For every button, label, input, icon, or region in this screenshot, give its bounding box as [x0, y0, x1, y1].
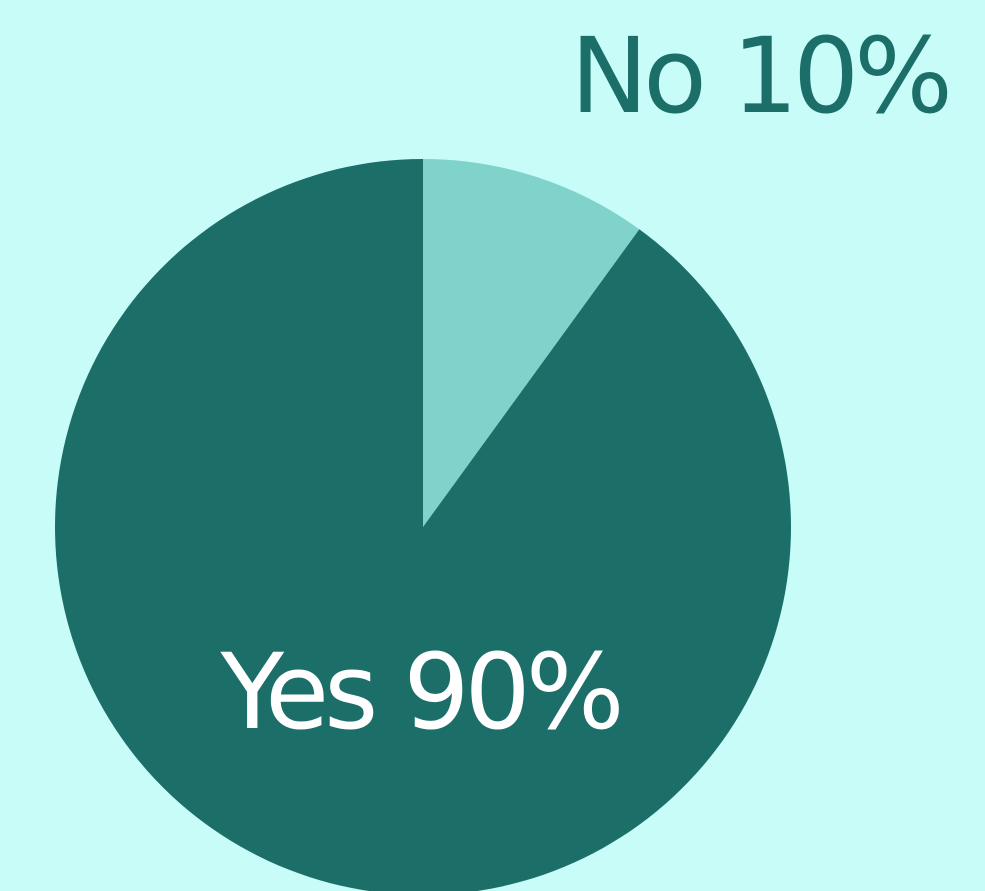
pie-slice — [423, 159, 640, 527]
value-label: 10% — [732, 15, 948, 137]
slice-label: Yes 90% — [219, 631, 619, 753]
category-label: Yes — [219, 631, 374, 753]
value-label: 90% — [403, 631, 619, 753]
slice-label: No 10% — [570, 15, 948, 137]
category-label: No — [570, 15, 701, 137]
pie-slice — [55, 159, 791, 891]
